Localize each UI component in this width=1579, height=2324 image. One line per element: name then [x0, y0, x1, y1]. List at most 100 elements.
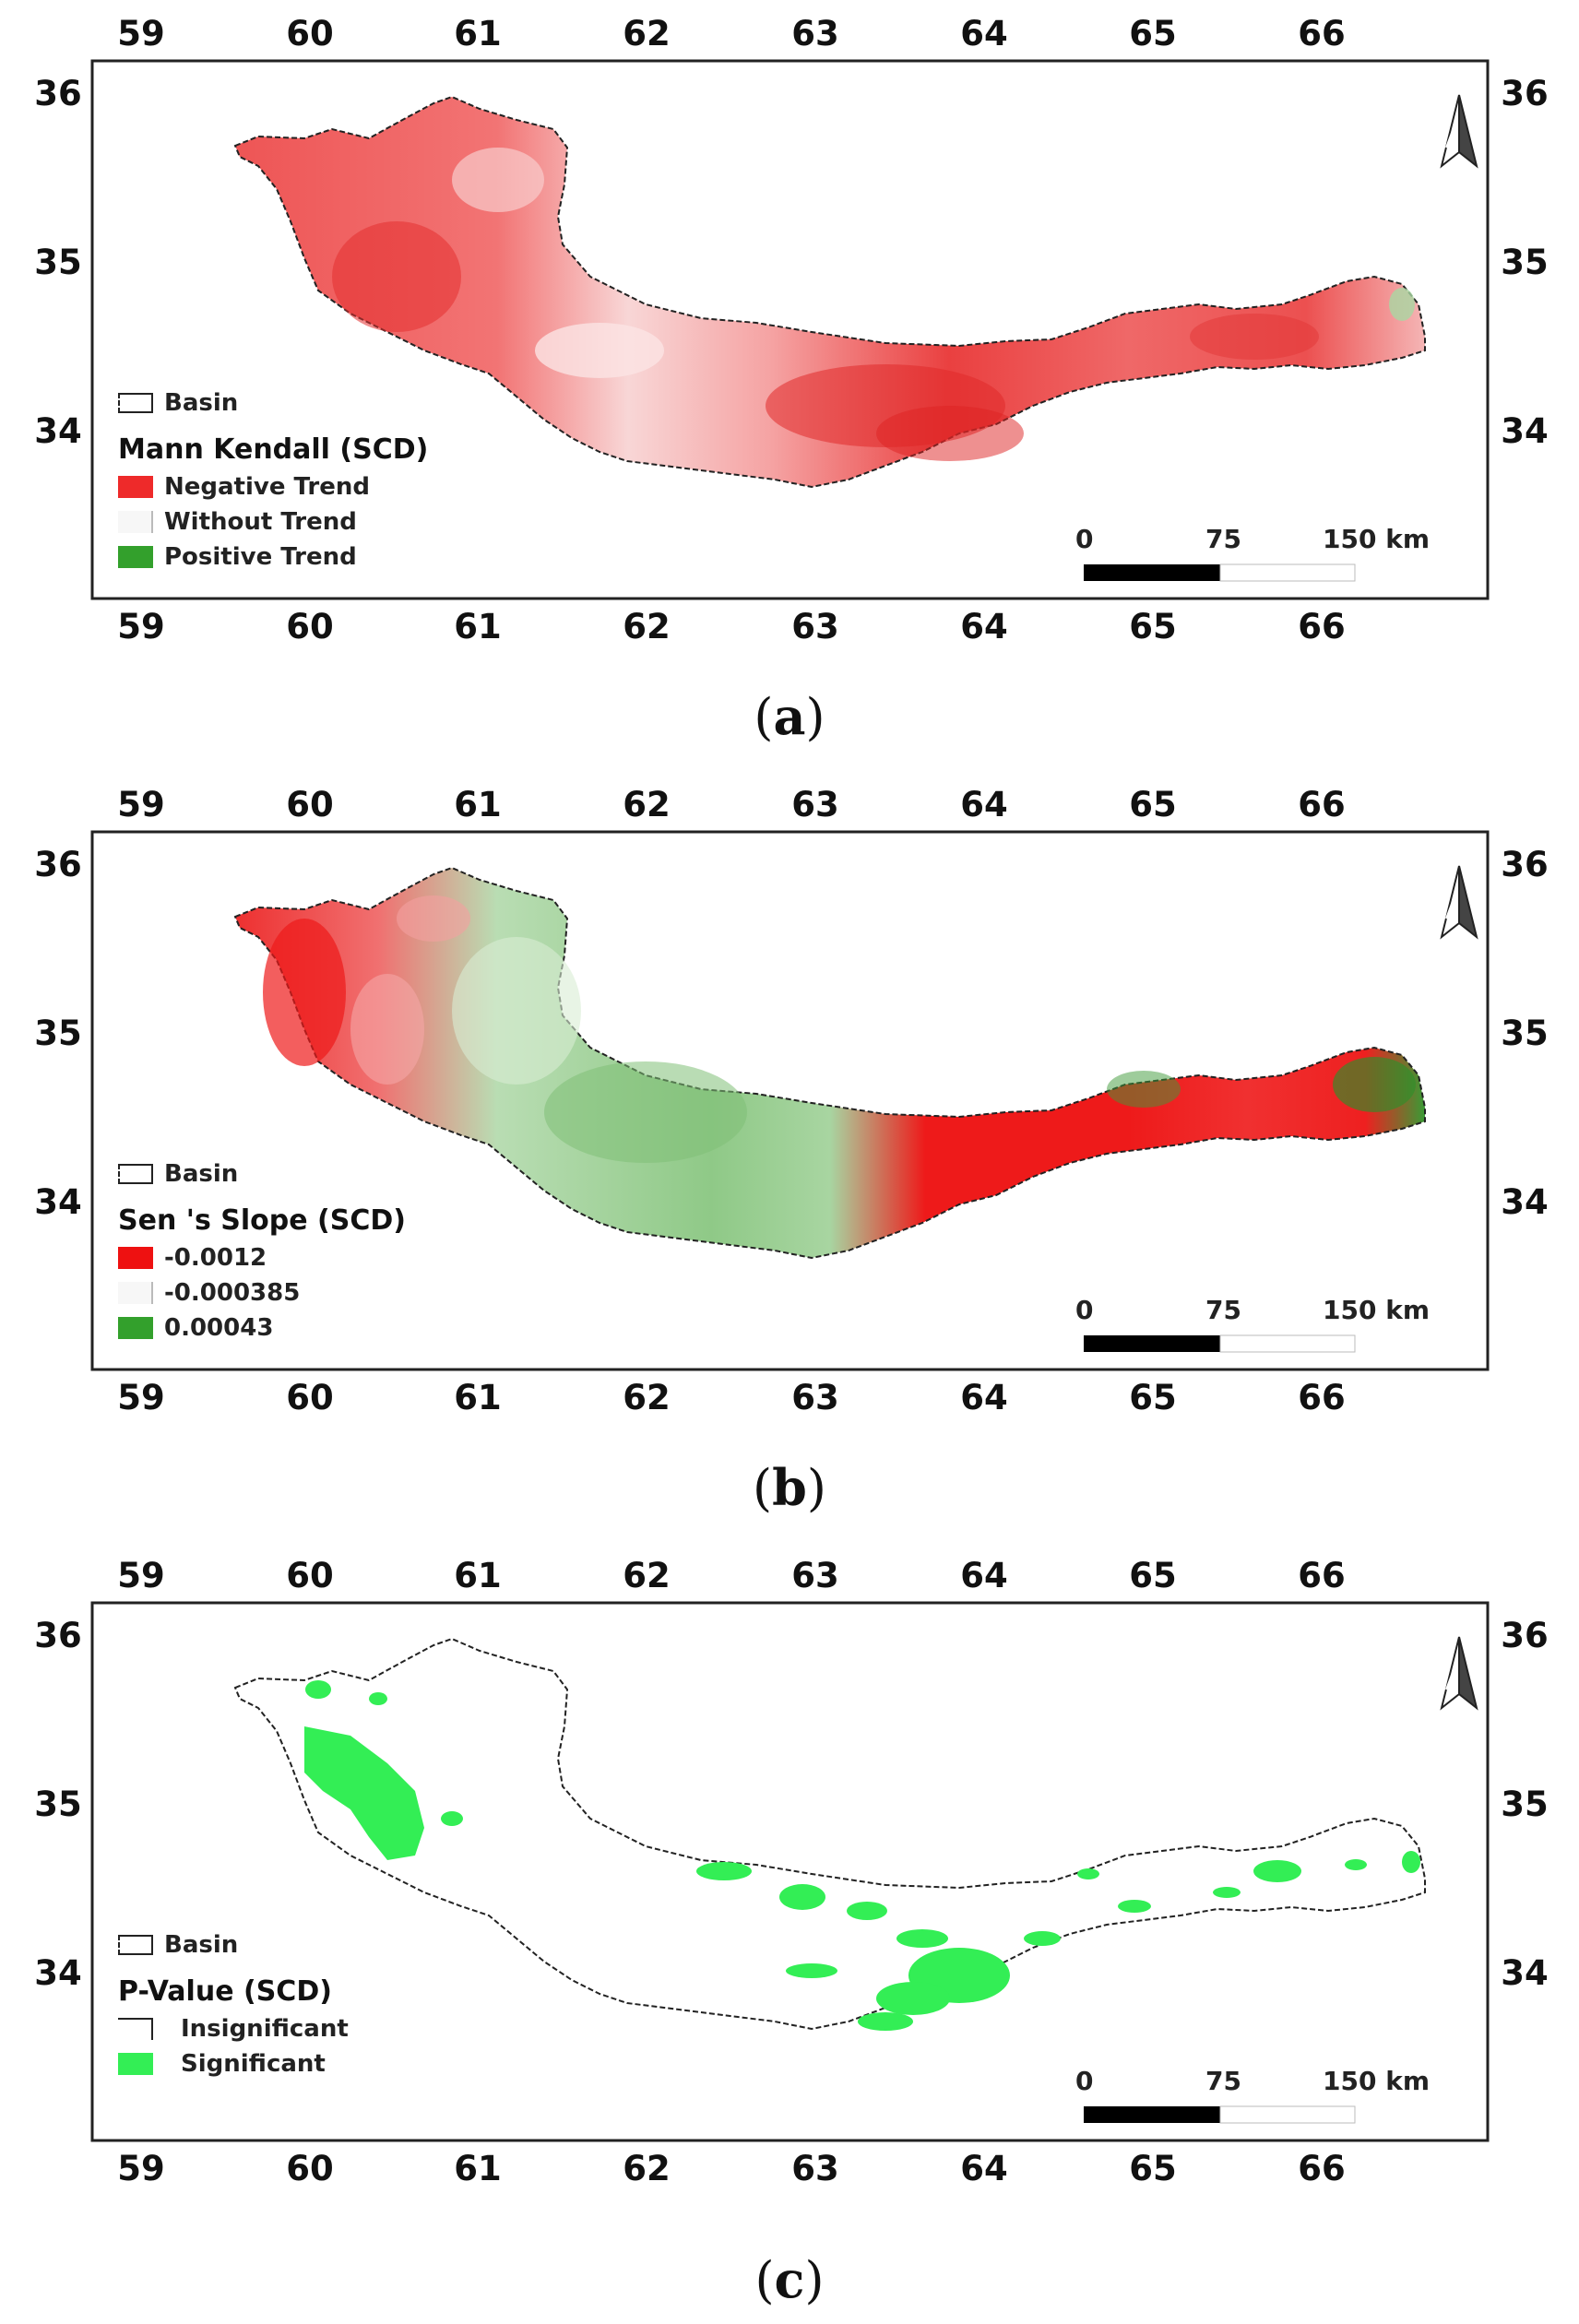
- lat-tick: 36: [1501, 845, 1549, 884]
- lat-tick: 35: [34, 243, 82, 282]
- lat-tick: 34: [34, 411, 82, 451]
- scale-label: 150 km: [1323, 1295, 1430, 1325]
- panel-caption: (c): [754, 2250, 825, 2309]
- legend-item: Insignificant: [118, 2013, 349, 2045]
- lon-tick: 60: [286, 1556, 334, 1595]
- legend-basin-label: Basin: [164, 389, 239, 417]
- legend-swatch: [118, 476, 153, 498]
- lon-tick: 61: [454, 607, 502, 646]
- lon-tick: 66: [1298, 607, 1346, 646]
- legend-item-label: Insignificant: [181, 2015, 349, 2043]
- lat-tick: 35: [1501, 1014, 1549, 1053]
- lon-tick: 60: [286, 607, 334, 646]
- legend-item-label: -0.0012: [164, 1244, 267, 1272]
- lon-tick: 65: [1129, 785, 1177, 824]
- basin-polygon: [233, 1637, 1426, 2031]
- scale-label: 150 km: [1323, 524, 1430, 554]
- legend-item-label: Negative Trend: [164, 473, 370, 501]
- lon-tick: 64: [960, 607, 1008, 646]
- lon-tick: 66: [1298, 2149, 1346, 2188]
- scale-label: 150 km: [1323, 2066, 1430, 2096]
- scale-bar: [1084, 1334, 1356, 1353]
- lon-tick: 59: [117, 785, 165, 824]
- lat-tick: 36: [1501, 1616, 1549, 1655]
- legend-swatch: [118, 1282, 153, 1304]
- lon-tick: 65: [1129, 1556, 1177, 1595]
- north-arrow-icon: [1440, 1636, 1478, 1711]
- legend-swatch: [118, 2053, 153, 2075]
- lat-tick: 36: [1501, 74, 1549, 113]
- lat-tick: 34: [1501, 1182, 1549, 1222]
- lon-tick: 62: [623, 1378, 671, 1417]
- legend-item-label: Significant: [181, 2050, 326, 2078]
- lat-tick: 35: [1501, 1784, 1549, 1824]
- lon-tick: 60: [286, 1378, 334, 1417]
- lat-tick: 34: [34, 1953, 82, 1993]
- map-frame-a: [90, 59, 1490, 600]
- lat-tick: 36: [34, 74, 82, 113]
- legend-title: Mann Kendall (SCD): [118, 433, 429, 466]
- map-panel-a: 59 60 61 62 63 64 65 66 59 60 61 62 63 6…: [0, 0, 1579, 775]
- legend-item-label: Positive Trend: [164, 543, 357, 571]
- lon-tick: 65: [1129, 14, 1177, 53]
- legend-swatch: [118, 1317, 153, 1339]
- scale-label: 75: [1205, 2066, 1241, 2096]
- legend-title: P-Value (SCD): [118, 1975, 332, 2008]
- lon-tick: 62: [623, 2149, 671, 2188]
- scale-label: 0: [1075, 1295, 1094, 1325]
- panel-caption: (a): [754, 687, 825, 746]
- lon-tick: 65: [1129, 2149, 1177, 2188]
- legend-item: 0.00043: [118, 1312, 273, 1344]
- scale-label: 75: [1205, 524, 1241, 554]
- scale-bar: [1084, 563, 1356, 582]
- lon-tick: 63: [791, 14, 839, 53]
- lat-tick: 35: [34, 1784, 82, 1824]
- lon-tick: 61: [454, 2149, 502, 2188]
- panel-caption: (b): [753, 1458, 826, 1517]
- legend-basin: Basin: [118, 1158, 238, 1190]
- map-frame-b: [90, 830, 1490, 1371]
- lon-tick: 59: [117, 607, 165, 646]
- lon-tick: 63: [791, 1556, 839, 1595]
- basin-swatch: [118, 1164, 153, 1184]
- lat-tick: 36: [34, 845, 82, 884]
- lat-tick: 34: [1501, 1953, 1549, 1993]
- scale-label: 75: [1205, 1295, 1241, 1325]
- lon-tick: 61: [454, 1378, 502, 1417]
- legend-basin: Basin: [118, 1929, 238, 1961]
- legend-basin: Basin: [118, 387, 238, 419]
- lon-tick: 66: [1298, 14, 1346, 53]
- lon-tick: 62: [623, 607, 671, 646]
- legend-item-label: Without Trend: [164, 508, 357, 536]
- legend-item-label: 0.00043: [164, 1314, 274, 1342]
- lon-tick: 64: [960, 2149, 1008, 2188]
- lon-tick: 66: [1298, 1556, 1346, 1595]
- lon-tick: 63: [791, 785, 839, 824]
- lon-tick: 63: [791, 607, 839, 646]
- basin-swatch: [118, 1935, 153, 1955]
- legend-swatch: [118, 1247, 153, 1269]
- lat-tick: 34: [1501, 411, 1549, 451]
- legend-swatch: [118, 546, 153, 568]
- lon-tick: 59: [117, 2149, 165, 2188]
- lon-tick: 65: [1129, 607, 1177, 646]
- legend-item: Positive Trend: [118, 541, 357, 573]
- lon-tick: 65: [1129, 1378, 1177, 1417]
- lon-tick: 61: [454, 785, 502, 824]
- scale-label: 0: [1075, 524, 1094, 554]
- legend-title: Sen 's Slope (SCD): [118, 1204, 406, 1237]
- lon-tick: 63: [791, 2149, 839, 2188]
- lat-tick: 36: [34, 1616, 82, 1655]
- lon-tick: 62: [623, 785, 671, 824]
- legend-item: Without Trend: [118, 506, 357, 538]
- lat-tick: 35: [34, 1014, 82, 1053]
- lon-tick: 60: [286, 2149, 334, 2188]
- lon-tick: 64: [960, 785, 1008, 824]
- legend-item: -0.000385: [118, 1277, 300, 1309]
- scale-bar: [1084, 2105, 1356, 2124]
- north-arrow-icon: [1440, 865, 1478, 940]
- legend-item: Negative Trend: [118, 471, 370, 503]
- lon-tick: 61: [454, 14, 502, 53]
- lon-tick: 59: [117, 1556, 165, 1595]
- lon-tick: 64: [960, 1378, 1008, 1417]
